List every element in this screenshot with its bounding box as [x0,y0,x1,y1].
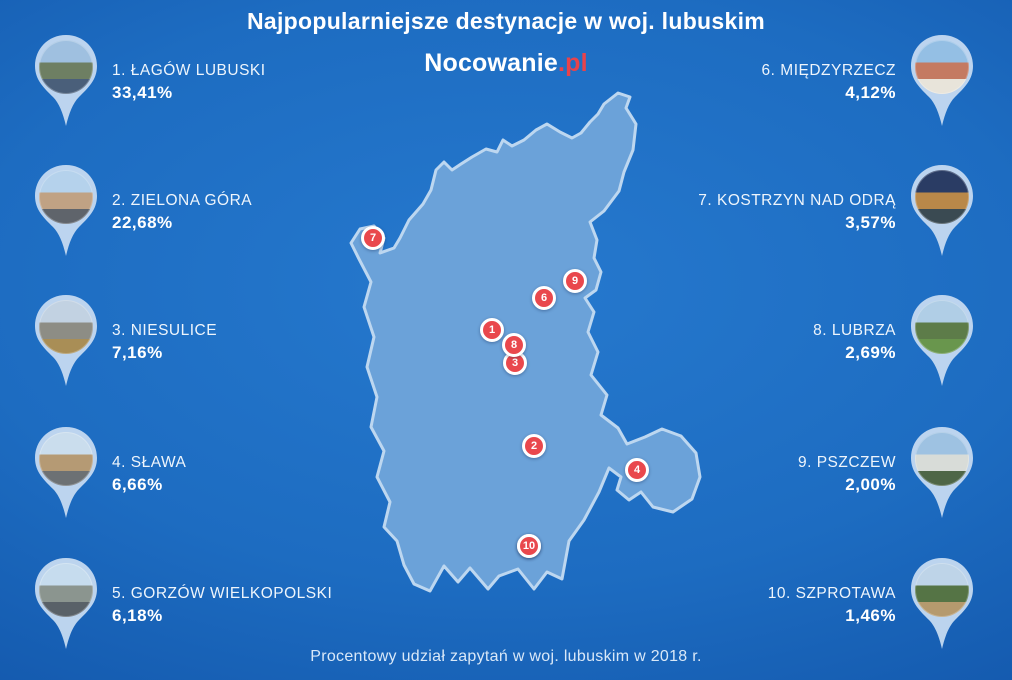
location-pin-icon [31,425,101,521]
destination-percent: 4,12% [845,83,896,102]
map-marker-2: 2 [522,434,546,458]
map-marker-6: 6 [532,286,556,310]
location-pin-icon [31,556,101,652]
destination-percent: 33,41% [112,83,173,102]
logo-tld-text: .pl [558,49,588,77]
destination-item-10: 10. SZPROTAWA 1,46% [768,556,977,652]
destination-label: 6. MIĘDZYRZECZ [761,62,896,79]
destination-label: 1. ŁAGÓW LUBUSKI [112,62,266,79]
destination-item-3: 3. NIESULICE 7,16% [31,293,217,389]
destination-percent: 7,16% [112,343,163,362]
destination-percent: 22,68% [112,213,173,232]
lubuskie-map [340,80,715,605]
destination-percent: 6,18% [112,606,163,625]
destination-photo [915,300,969,354]
location-pin-icon [907,163,977,259]
footer-caption: Procentowy udział zapytań w woj. lubuski… [310,648,702,665]
map-marker-4: 4 [625,458,649,482]
map-marker-1: 1 [480,318,504,342]
destination-item-9: 9. PSZCZEW 2,00% [798,425,977,521]
destination-photo [915,40,969,94]
destination-label: 2. ZIELONA GÓRA [112,192,253,209]
marker-number: 1 [488,323,496,336]
destination-item-5: 5. GORZÓW WIELKOPOLSKI 6,18% [31,556,332,652]
destination-photo [39,170,93,224]
destination-photo [39,300,93,354]
map-marker-10: 10 [517,534,541,558]
destination-photo [915,563,969,617]
marker-number: 6 [540,291,548,304]
marker-number: 4 [633,463,641,476]
destination-item-7: 7. KOSTRZYN NAD ODRĄ 3,57% [698,163,977,259]
location-pin-icon [907,556,977,652]
destination-item-6: 6. MIĘDZYRZECZ 4,12% [762,33,977,129]
destination-label: 8. LUBRZA [813,322,896,339]
destination-photo [39,432,93,486]
map-marker-7: 7 [361,226,385,250]
location-pin-icon [907,293,977,389]
marker-number: 2 [530,439,538,452]
destination-label: 3. NIESULICE [112,322,218,339]
destination-label: 4. SŁAWA [112,454,187,471]
map-marker-8: 8 [502,333,526,357]
location-pin-icon [31,33,101,129]
marker-number: 8 [510,338,518,351]
marker-number: 9 [571,274,579,287]
nocowanie-logo: Nocowanie.pl [0,49,1012,78]
marker-number: 10 [522,539,536,552]
destination-percent: 6,66% [112,475,163,494]
location-pin-icon [907,33,977,129]
destination-item-8: 8. LUBRZA 2,69% [813,293,977,389]
destination-percent: 1,46% [845,606,896,625]
destination-photo [915,432,969,486]
map-marker-9: 9 [563,269,587,293]
page-title: Najpopularniejsze destynacje w woj. lubu… [246,8,766,34]
destination-percent: 3,57% [845,213,896,232]
marker-number: 3 [511,356,519,369]
destination-label: 9. PSZCZEW [797,454,896,471]
destination-photo [39,563,93,617]
destination-label: 10. SZPROTAWA [767,585,896,602]
destination-item-2: 2. ZIELONA GÓRA 22,68% [31,163,252,259]
destination-item-1: 1. ŁAGÓW LUBUSKI 33,41% [31,33,266,129]
location-pin-icon [31,293,101,389]
destination-label: 7. KOSTRZYN NAD ODRĄ [698,192,896,209]
map-outline-svg [349,91,702,593]
marker-number: 7 [369,231,377,244]
logo-brand-text: Nocowanie [424,49,558,77]
destination-percent: 2,69% [845,343,896,362]
location-pin-icon [31,163,101,259]
destination-label: 5. GORZÓW WIELKOPOLSKI [112,585,333,602]
destination-percent: 2,00% [845,475,896,494]
destination-photo [39,40,93,94]
destination-photo [915,170,969,224]
location-pin-icon [907,425,977,521]
destination-item-4: 4. SŁAWA 6,66% [31,425,186,521]
